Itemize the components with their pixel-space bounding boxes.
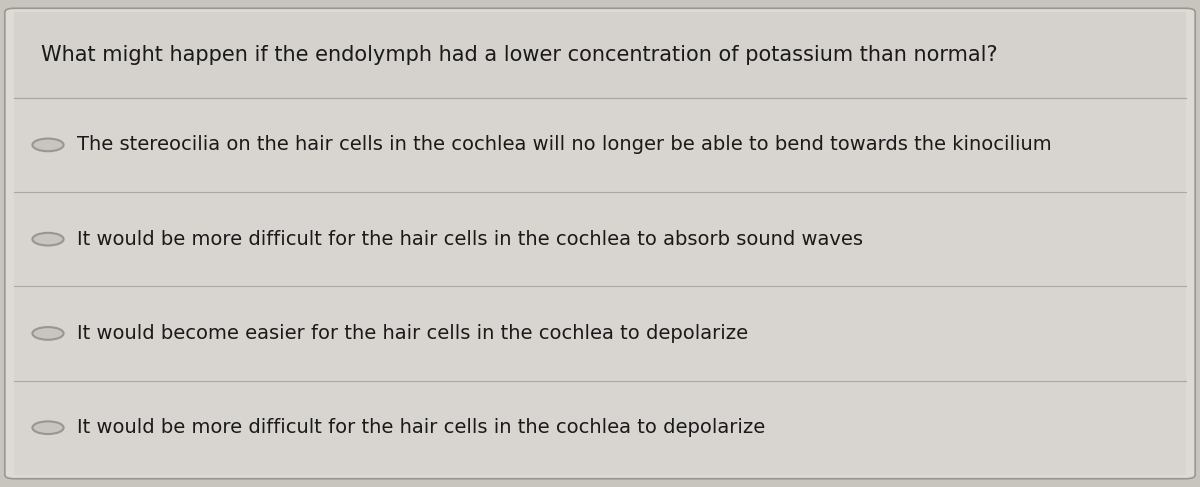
Circle shape: [32, 233, 64, 245]
Circle shape: [32, 421, 64, 434]
FancyBboxPatch shape: [14, 98, 1186, 192]
Circle shape: [32, 139, 64, 151]
Text: The stereocilia on the hair cells in the cochlea will no longer be able to bend : The stereocilia on the hair cells in the…: [77, 135, 1051, 154]
Text: It would be more difficult for the hair cells in the cochlea to absorb sound wav: It would be more difficult for the hair …: [77, 230, 863, 249]
FancyBboxPatch shape: [14, 286, 1186, 380]
Text: What might happen if the endolymph had a lower concentration of potassium than n: What might happen if the endolymph had a…: [41, 45, 997, 65]
Text: It would become easier for the hair cells in the cochlea to depolarize: It would become easier for the hair cell…: [77, 324, 748, 343]
Text: It would be more difficult for the hair cells in the cochlea to depolarize: It would be more difficult for the hair …: [77, 418, 766, 437]
Circle shape: [32, 327, 64, 340]
FancyBboxPatch shape: [14, 192, 1186, 286]
FancyBboxPatch shape: [5, 8, 1195, 479]
FancyBboxPatch shape: [14, 12, 1186, 98]
FancyBboxPatch shape: [14, 380, 1186, 475]
